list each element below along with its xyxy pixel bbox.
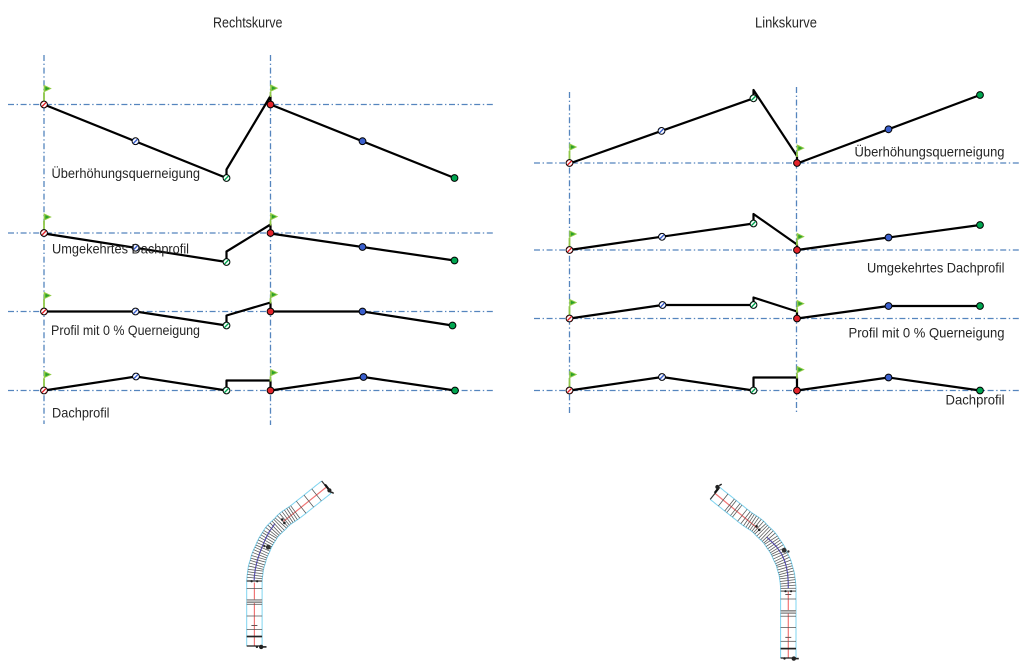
svg-text:Überhöhungsquerneigung: Überhöhungsquerneigung bbox=[52, 164, 201, 181]
svg-text:Dachprofil: Dachprofil bbox=[52, 405, 110, 421]
svg-text:Rechtskurve: Rechtskurve bbox=[213, 15, 283, 32]
svg-text:Umgekehrtes Dachprofil: Umgekehrtes Dachprofil bbox=[867, 260, 1005, 276]
svg-text:Umgekehrtes Dachprofil: Umgekehrtes Dachprofil bbox=[52, 241, 189, 257]
svg-text:Dachprofil: Dachprofil bbox=[946, 392, 1005, 408]
svg-text:Überhöhungsquerneigung: Überhöhungsquerneigung bbox=[855, 143, 1005, 160]
svg-text:Profil mit 0 % Querneigung: Profil mit 0 % Querneigung bbox=[51, 322, 200, 338]
svg-text:Linkskurve: Linkskurve bbox=[755, 15, 817, 32]
svg-text:Profil mit 0 % Querneigung: Profil mit 0 % Querneigung bbox=[849, 325, 1005, 341]
